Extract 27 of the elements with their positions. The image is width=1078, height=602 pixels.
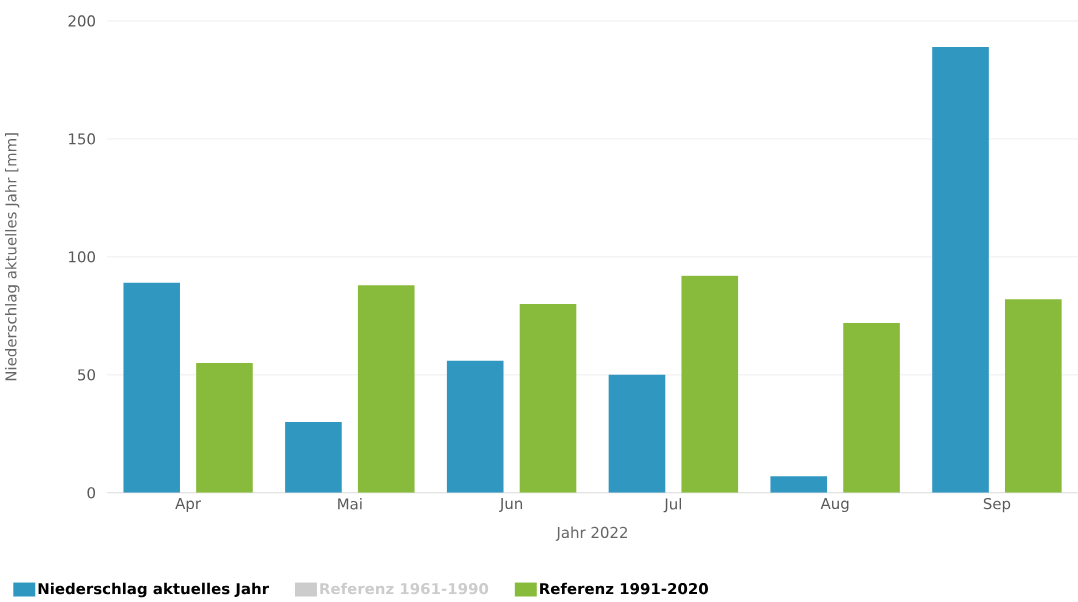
y-tick-label: 200: [68, 15, 95, 27]
bar: [681, 275, 739, 494]
bar: [196, 363, 253, 494]
x-tick-label: Mai: [338, 498, 362, 510]
y-axis-title: Niederschlag aktuelles Jahr [mm]: [5, 133, 20, 381]
legend-label: Referenz 1991-2020: [540, 582, 708, 595]
bar: [770, 476, 828, 494]
bar: [446, 360, 504, 494]
bar: [519, 304, 577, 494]
x-tick-label: Apr: [175, 498, 201, 513]
bar: [285, 422, 342, 494]
bar: [123, 283, 180, 494]
bar: [357, 285, 415, 494]
bar: [1005, 299, 1062, 494]
y-tick-label: 100: [69, 251, 95, 263]
bar: [932, 47, 989, 494]
x-tick-label: Jul: [663, 498, 681, 513]
x-axis-title: Jahr 2022: [555, 526, 628, 542]
y-tick-label: 0: [87, 487, 96, 499]
y-tick-label: 150: [69, 133, 95, 145]
bar: [608, 375, 666, 494]
x-tick-label: Jun: [499, 498, 523, 513]
x-tick-label: Aug: [820, 498, 849, 513]
y-tick-label: 50: [78, 369, 95, 381]
bar: [843, 323, 900, 494]
legend-label: Niederschlag aktuelles Jahr: [38, 582, 270, 598]
x-tick-label: Sep: [983, 498, 1011, 513]
